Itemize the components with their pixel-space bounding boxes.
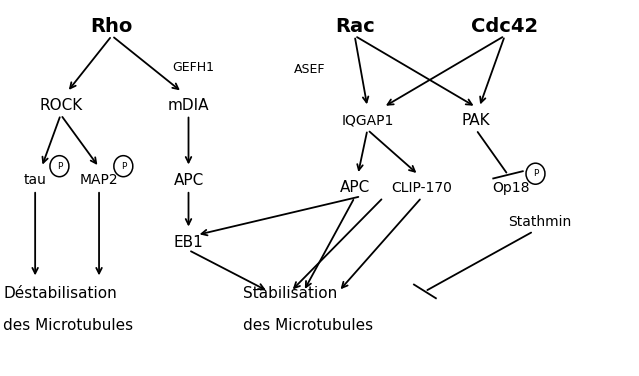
Text: PAK: PAK: [462, 113, 490, 128]
Text: Cdc42: Cdc42: [471, 17, 539, 36]
Text: GEFH1: GEFH1: [173, 61, 215, 74]
Text: tau: tau: [24, 173, 47, 188]
Text: P: P: [57, 162, 62, 171]
Text: des Microtubules: des Microtubules: [243, 318, 373, 333]
Text: MAP2: MAP2: [80, 173, 118, 188]
Text: IQGAP1: IQGAP1: [341, 113, 394, 127]
Text: P: P: [533, 169, 538, 178]
Text: Stabilisation: Stabilisation: [243, 286, 337, 301]
Text: Rac: Rac: [335, 17, 374, 36]
Text: ROCK: ROCK: [39, 98, 82, 113]
Text: Stathmin: Stathmin: [509, 215, 571, 229]
Text: APC: APC: [173, 173, 204, 188]
Text: des Microtubules: des Microtubules: [3, 318, 134, 333]
Text: APC: APC: [339, 180, 370, 196]
Text: Déstabilisation: Déstabilisation: [3, 286, 117, 301]
Text: Rho: Rho: [91, 17, 133, 36]
Text: ASEF: ASEF: [294, 63, 325, 76]
Text: CLIP-170: CLIP-170: [391, 181, 452, 195]
Text: EB1: EB1: [174, 235, 203, 250]
Text: P: P: [121, 162, 126, 171]
Text: mDIA: mDIA: [168, 98, 209, 113]
Text: Op18: Op18: [493, 181, 530, 195]
